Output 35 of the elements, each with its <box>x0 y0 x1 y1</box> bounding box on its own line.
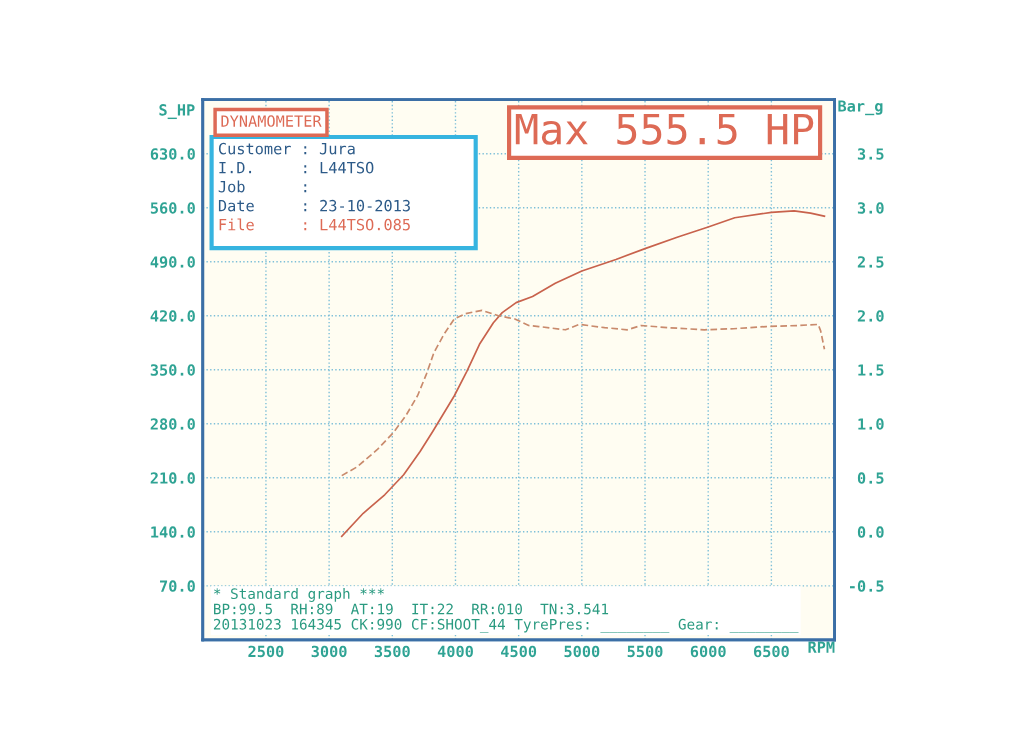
line-series <box>340 309 826 477</box>
x-axis-title: RPM <box>808 641 835 653</box>
y2-tick-label: -0.5 <box>850 580 884 592</box>
y-tick-label: 280.0 <box>150 418 195 430</box>
y-tick-label: 350.0 <box>150 364 195 376</box>
y2-axis-title: Bar_g <box>838 100 883 116</box>
y-tick-label: 420.0 <box>150 310 195 322</box>
y-axis-title: S_HP <box>159 104 195 120</box>
y-tick-label: 210.0 <box>150 472 195 484</box>
x-tick-label: 5500 <box>627 645 663 658</box>
text: DYNAMOMETER <box>221 115 322 127</box>
y2-tick-label: 0.5 <box>857 472 884 484</box>
y2-tick-label: 1.5 <box>858 364 884 376</box>
x-tick-label: 5000 <box>564 645 600 658</box>
y-tick-label: 70.0 <box>160 580 195 592</box>
x-tick-label: 2500 <box>248 645 284 658</box>
x-tick-label: 4000 <box>437 645 473 658</box>
x-tick-label: 4500 <box>501 645 537 658</box>
y-tick-label: 560.0 <box>150 202 195 214</box>
y2-tick-label: 2.0 <box>857 310 884 322</box>
y2-tick-label: 3.5 <box>857 148 884 160</box>
annotation: Customer : Jura I.D. : L44TSO Job : Date : 23-10-2013 File : L44TSO.085 <box>218 142 410 231</box>
annotation: * Standard graph *** BP:99.5 RH:89 AT:19 IT:22 RR:010 TN:3.541 20131023 164345 CK:990 CF:SHOOT_44 TyrePres: ________ Gear: ________ <box>213 587 799 633</box>
x-tick-label: 3500 <box>374 645 410 658</box>
y-tick-label: 630.0 <box>150 148 195 160</box>
y-tick-label: 490.0 <box>150 256 195 268</box>
x-tick-label: 6000 <box>690 645 726 658</box>
x-tick-label: 6500 <box>753 645 789 658</box>
y2-tick-label: 0.0 <box>857 526 884 538</box>
annotation: Max 555.5 HP <box>515 113 814 145</box>
y2-tick-label: 1.0 <box>858 418 884 430</box>
y2-tick-label: 3.0 <box>857 202 884 214</box>
y-tick-label: 140.0 <box>151 526 195 538</box>
y2-tick-label: 2.5 <box>857 256 884 268</box>
x-tick-label: 3000 <box>311 645 347 658</box>
